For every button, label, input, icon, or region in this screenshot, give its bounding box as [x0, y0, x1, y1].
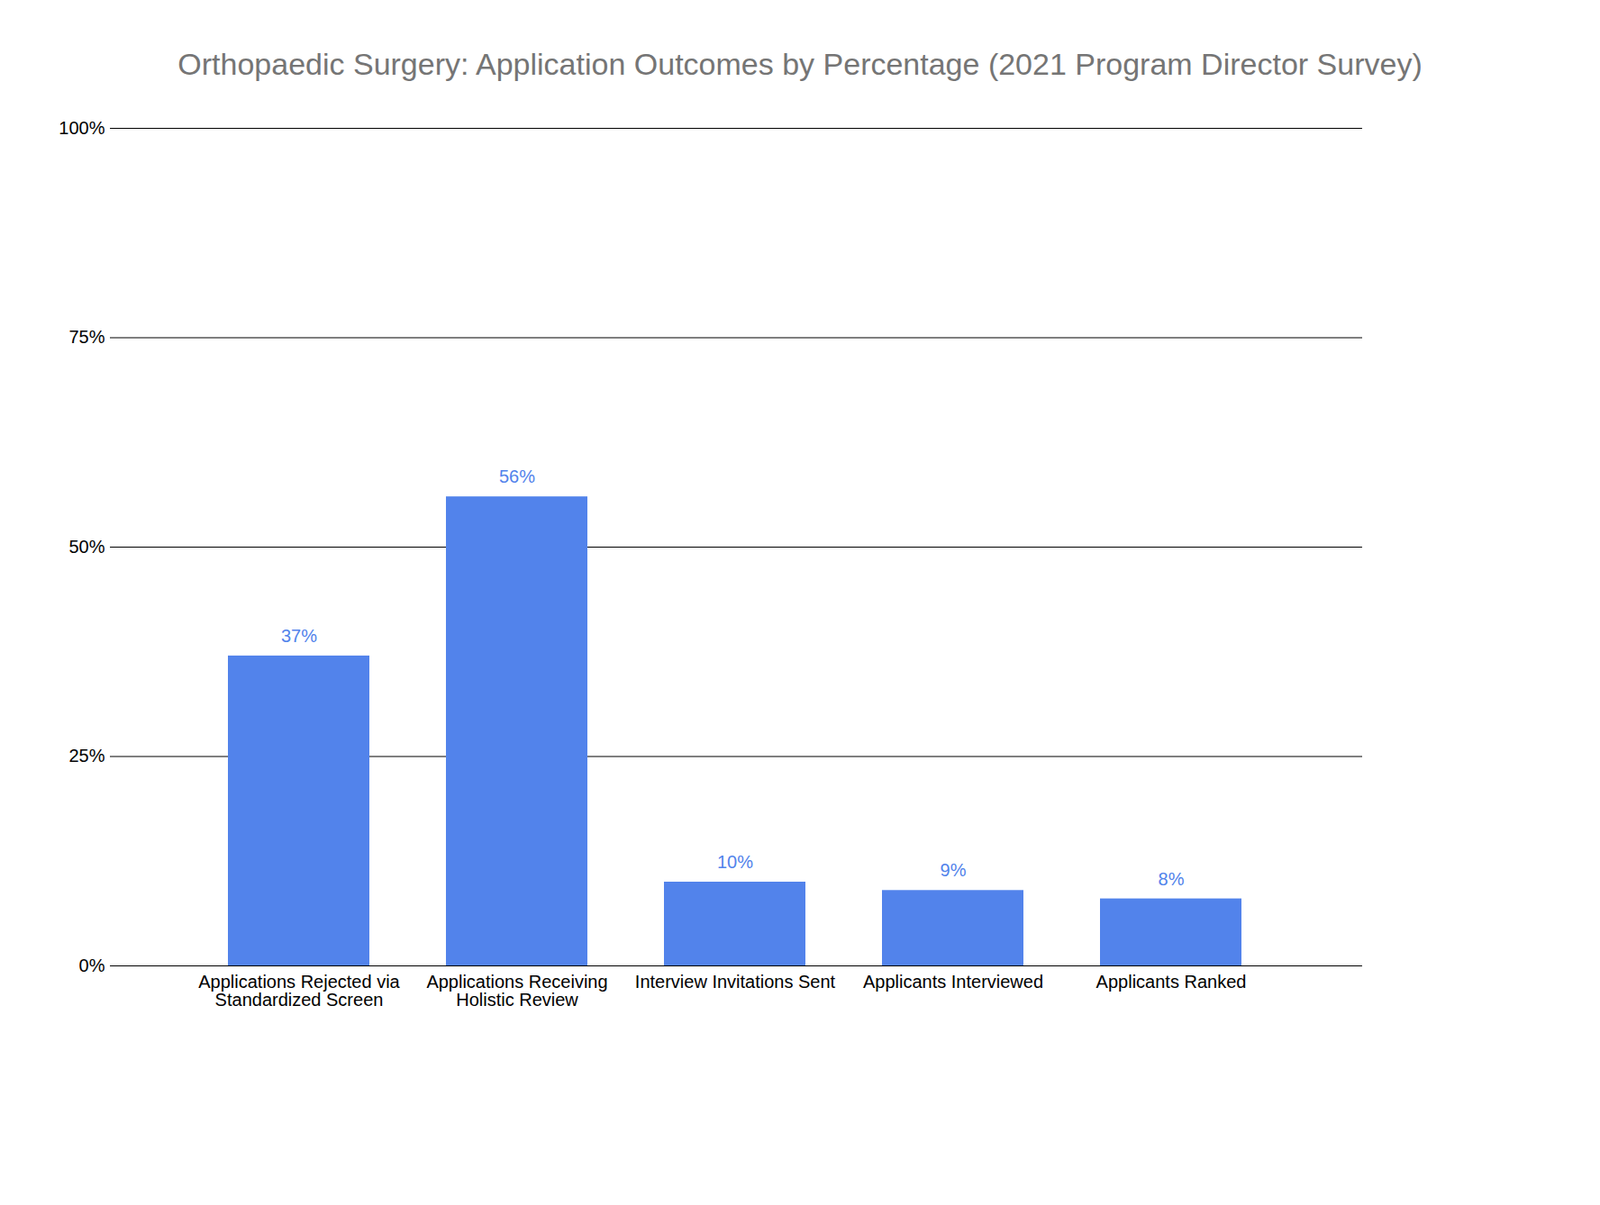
svg-text:0%: 0% — [79, 955, 106, 976]
svg-text:100%: 100% — [58, 118, 105, 138]
svg-text:Applicants Ranked: Applicants Ranked — [1096, 972, 1247, 992]
svg-text:Applicants Interviewed: Applicants Interviewed — [863, 972, 1044, 992]
svg-text:Interview Invitations Sent: Interview Invitations Sent — [635, 972, 837, 992]
svg-text:56%: 56% — [499, 466, 536, 487]
svg-text:Applications ReceivingHolistic: Applications ReceivingHolistic Review — [426, 972, 608, 1010]
svg-text:10%: 10% — [717, 852, 754, 873]
svg-text:50%: 50% — [68, 536, 105, 557]
svg-text:37%: 37% — [281, 626, 318, 646]
html-text:Orthopaedic Surgery: Applicati: Orthopaedic Surgery: Application Outcome… — [177, 46, 1423, 82]
svg-text:9%: 9% — [940, 860, 967, 881]
svg-text:75%: 75% — [68, 327, 105, 347]
svg-text:Applications Rejected viaStand: Applications Rejected viaStandardized Sc… — [198, 972, 400, 1010]
svg-text:25%: 25% — [68, 745, 105, 766]
svg-text:8%: 8% — [1158, 869, 1185, 890]
